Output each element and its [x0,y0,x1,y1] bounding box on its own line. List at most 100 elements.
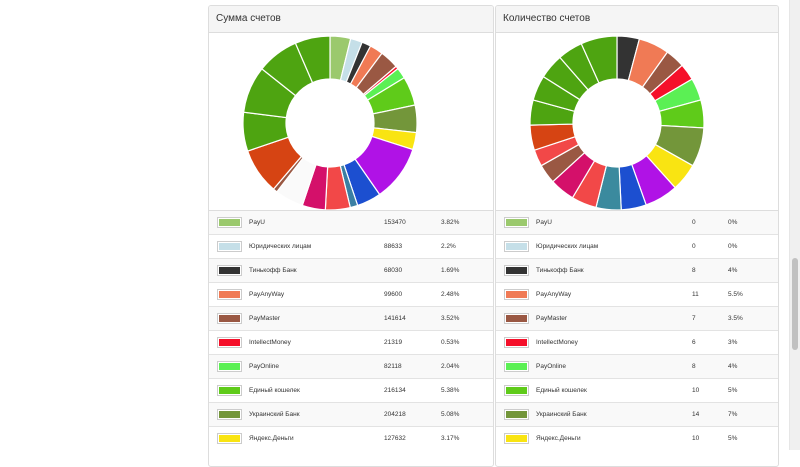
legend-name: Юридических лицам [249,243,312,250]
legend-percent: 4% [728,267,738,274]
legend-percent: 1.69% [441,267,460,274]
legend-value: 6 [692,339,696,346]
count-donut-chart [529,35,705,210]
legend-percent: 3.82% [441,219,460,226]
legend-percent: 7% [728,411,738,418]
legend-swatch [504,337,529,348]
legend-value: 14 [692,411,700,418]
legend-name: Яндекс.Деньги [536,435,581,442]
legend-value: 10 [692,387,700,394]
legend-row: Единый кошелек 216134 5.38% [209,378,493,402]
legend-name: Единый кошелек [536,387,587,394]
legend-name: Единый кошелек [249,387,300,394]
legend-swatch [217,217,242,228]
legend-swatch [217,313,242,324]
legend-swatch [504,433,529,444]
legend-percent: 3% [728,339,738,346]
legend-value: 10 [692,435,700,442]
legend-percent: 5.08% [441,411,460,418]
legend-row: IntellectMoney 6 3% [496,330,778,354]
sum-donut-chart [242,35,418,210]
legend-name: PayAnyWay [249,291,285,298]
legend-swatch [217,433,242,444]
legend-name: PayMaster [249,315,281,322]
legend-value: 153470 [384,219,406,226]
donut-slice[interactable] [294,35,331,84]
legend-name: PayU [536,219,552,226]
legend-swatch [217,289,242,300]
legend-value: 99600 [384,291,403,298]
legend-percent: 2.2% [441,243,456,250]
legend-value: 7 [692,315,696,322]
donut-slice[interactable] [580,35,618,84]
legend-row: PayAnyWay 99600 2.48% [209,282,493,306]
legend-row: PayMaster 141614 3.52% [209,306,493,330]
legend-swatch [504,217,529,228]
legend-name: IntellectMoney [249,339,291,346]
legend-row: PayMaster 7 3.5% [496,306,778,330]
legend-name: Юридических лицам [536,243,599,250]
legend-row: Юридических лицам 0 0% [496,234,778,258]
legend-percent: 0.53% [441,339,460,346]
legend-value: 82118 [384,363,402,370]
legend-value: 0 [692,219,696,226]
legend-percent: 3.52% [441,315,460,322]
legend-name: PayAnyWay [536,291,572,298]
legend-percent: 4% [728,363,738,370]
legend-row: PayAnyWay 11 5.5% [496,282,778,306]
legend-swatch [504,241,529,252]
legend-value: 88633 [384,243,403,250]
legend-percent: 5.5% [728,291,743,298]
legend-name: Тинькофф Банк [249,267,297,274]
legend-swatch [217,385,242,396]
legend-swatch [504,409,529,420]
legend-row: Яндекс.Деньги 10 5% [496,426,778,450]
legend-value: 0 [692,243,696,250]
legend-value: 8 [692,267,696,274]
legend-name: PayMaster [536,315,568,322]
legend-row: Юридических лицам 88633 2.2% [209,234,493,258]
legend-row: Тинькофф Банк 68030 1.69% [209,258,493,282]
legend-row: Яндекс.Деньги 127632 3.17% [209,426,493,450]
legend-name: Тинькофф Банк [536,267,584,274]
legend-row: PayOnline 82118 2.04% [209,354,493,378]
legend-swatch [504,289,529,300]
legend-value: 68030 [384,267,403,274]
legend-name: IntellectMoney [536,339,578,346]
scrollbar-thumb[interactable] [792,258,798,350]
donut-chart-area [209,33,493,210]
legend-name: PayU [249,219,265,226]
legend-row: PayU 0 0% [496,211,778,234]
legend-swatch [217,265,242,276]
panel-title: Сумма счетов [209,6,493,33]
panel-title: Количество счетов [496,6,778,33]
legend-percent: 3.17% [441,435,460,442]
legend-value: 8 [692,363,696,370]
legend-percent: 2.04% [441,363,460,370]
legend-row: PayOnline 8 4% [496,354,778,378]
legend-value: 204218 [384,411,406,418]
legend-percent: 0% [728,243,738,250]
legend-swatch [217,337,242,348]
sum-panel: Сумма счетов PayU 153470 3.82% Юридических … [208,5,494,467]
legend-swatch [217,409,242,420]
legend-value: 11 [692,291,699,298]
legend-value: 127632 [384,435,406,442]
legend-percent: 3.5% [728,315,743,322]
legend-row: Украинский Банк 14 7% [496,402,778,426]
legend-percent: 5.38% [441,387,460,394]
legend-value: 216134 [384,387,406,394]
legend-percent: 0% [728,219,738,226]
legend-percent: 5% [728,435,738,442]
legend-percent: 5% [728,387,738,394]
legend-value: 21319 [384,339,403,346]
legend-swatch [504,313,529,324]
legend-swatch [217,361,242,372]
legend-name: PayOnline [536,363,566,370]
legend-swatch [217,241,242,252]
legend-row: Тинькофф Банк 8 4% [496,258,778,282]
legend-percent: 2.48% [441,291,460,298]
legend-table: PayU 0 0% Юридических лицам 0 0% Тинькофф Банк… [496,210,778,450]
legend-row: Украинский Банк 204218 5.08% [209,402,493,426]
page-scrollbar[interactable] [789,0,800,450]
